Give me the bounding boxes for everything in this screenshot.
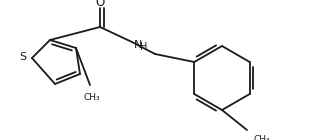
Text: N: N bbox=[134, 40, 142, 50]
Text: S: S bbox=[19, 52, 27, 62]
Text: CH₃: CH₃ bbox=[253, 135, 270, 140]
Text: O: O bbox=[95, 0, 105, 9]
Text: CH₃: CH₃ bbox=[84, 93, 100, 102]
Text: H: H bbox=[140, 42, 147, 52]
